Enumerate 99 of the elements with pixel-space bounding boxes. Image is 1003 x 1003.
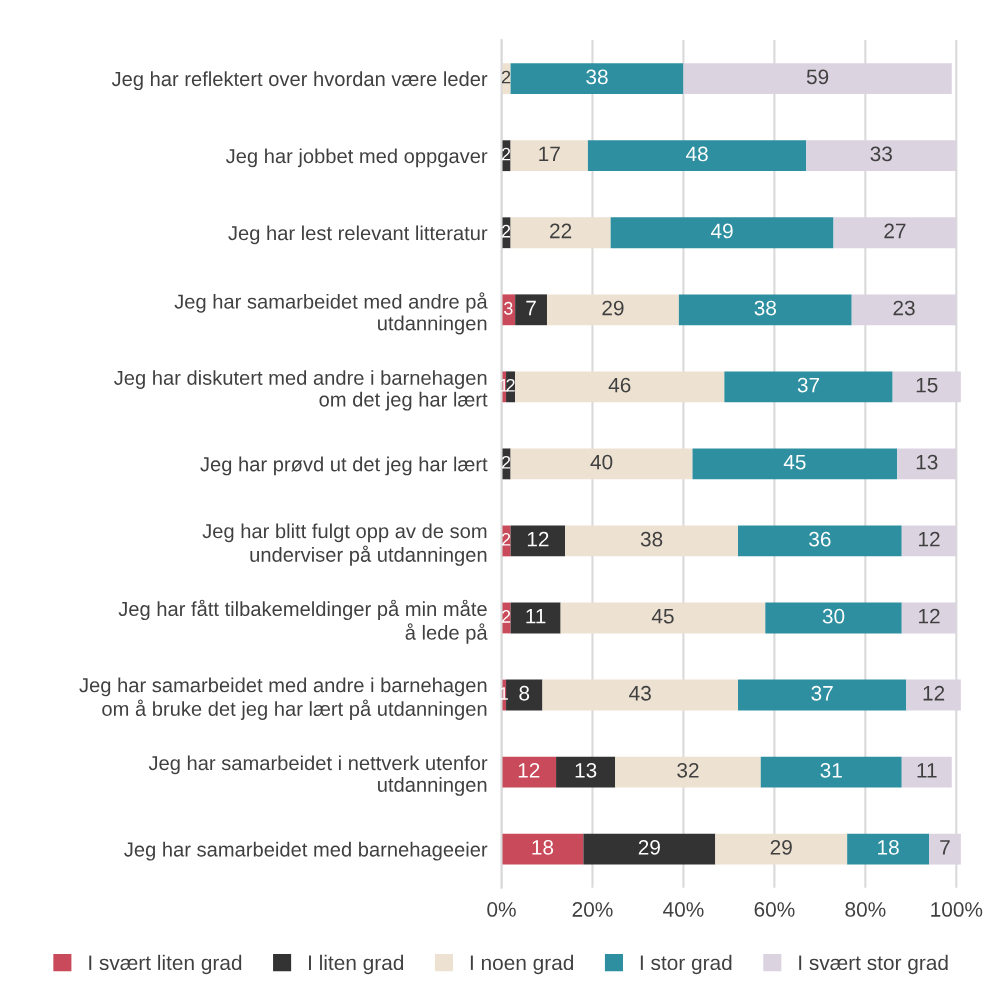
- x-tick-label: 40%: [663, 902, 704, 917]
- legend-label: I svært stor grad: [799, 954, 948, 975]
- bar: [610, 217, 834, 249]
- bar: [501, 833, 584, 865]
- data-label: 46: [608, 377, 631, 393]
- bar: [692, 448, 898, 480]
- data-label: 40: [590, 454, 613, 470]
- data-label: 29: [638, 839, 660, 855]
- bar: [715, 833, 848, 865]
- data-label: 22: [550, 223, 572, 239]
- x-tick-label: 80%: [845, 902, 886, 917]
- data-label: 2: [501, 533, 511, 546]
- data-label: 32: [677, 762, 699, 778]
- data-label: 37: [797, 377, 820, 393]
- data-label: 27: [884, 223, 906, 239]
- data-label: 12: [527, 531, 549, 547]
- bar: [583, 833, 716, 865]
- data-label: 7: [940, 840, 950, 855]
- data-label: 38: [640, 531, 663, 547]
- bar: [556, 756, 616, 788]
- data-label: 12: [919, 608, 940, 624]
- bar: [738, 679, 907, 711]
- data-label: 1: [500, 379, 508, 392]
- y-tick-label: Jeg har prøvd ut det jeg har lært: [200, 456, 488, 476]
- bar: [510, 63, 684, 95]
- data-label: 12: [919, 531, 940, 547]
- bar: [678, 294, 852, 326]
- data-label: 3: [503, 301, 513, 315]
- data-label: 2: [506, 378, 515, 392]
- data-label: 36: [809, 531, 831, 547]
- data-label: 23: [893, 300, 915, 316]
- bar: [615, 756, 761, 788]
- bar: [515, 294, 547, 326]
- data-label: 49: [710, 223, 733, 239]
- data-label: 2: [501, 610, 511, 623]
- data-label: 59: [806, 69, 829, 85]
- bar: [560, 602, 766, 634]
- bar: [510, 448, 693, 480]
- bar: [510, 140, 588, 172]
- x-tick-label: 0%: [487, 902, 516, 917]
- x-tick-label: 100%: [931, 902, 983, 917]
- data-label: 18: [878, 839, 899, 855]
- data-label: 43: [629, 685, 651, 701]
- data-label: 37: [811, 685, 833, 701]
- y-tick-label: Jeg har reflektert over hvordan være leder: [111, 71, 488, 91]
- legend-label: I svært liten grad: [89, 954, 242, 975]
- data-label: 7: [526, 300, 536, 316]
- data-label: 11: [917, 763, 937, 778]
- data-label: 30: [822, 608, 845, 624]
- bar: [510, 217, 611, 249]
- data-label: 33: [870, 146, 892, 162]
- data-label: 12: [923, 685, 945, 701]
- legend-label: I noen grad: [470, 954, 574, 975]
- data-label: 18: [532, 839, 554, 855]
- bar: [510, 525, 566, 557]
- bar: [724, 371, 893, 403]
- bar: [506, 679, 543, 711]
- bar: [901, 756, 952, 788]
- data-label: 15: [916, 377, 938, 393]
- legend-label: I stor grad: [640, 954, 732, 975]
- data-label: 8: [519, 685, 530, 701]
- data-label: 38: [586, 69, 608, 85]
- data-label: 13: [916, 454, 938, 470]
- data-label: 45: [651, 609, 674, 624]
- data-label: 1: [500, 687, 508, 700]
- data-label: 29: [770, 839, 792, 855]
- y-tick-label: Jeg har blitt fulgt opp av de som underviser på utdanningen: [202, 523, 487, 566]
- y-tick-label: Jeg har samarbeidet i nettverk utenfor utdanningen: [148, 755, 488, 796]
- y-tick-label: Jeg har samarbeidet med andre på utdanningen: [174, 292, 488, 335]
- data-label: 29: [602, 300, 624, 316]
- bar: [760, 756, 902, 788]
- bar: [510, 602, 561, 634]
- bar: [546, 294, 679, 326]
- data-label: 45: [783, 454, 806, 470]
- y-tick-label: Jeg har diskutert med andre i barnehagen om det jeg har lært: [114, 370, 488, 411]
- bar: [542, 679, 739, 711]
- y-tick-label: Jeg har fått tilbakemeldinger på min måte å lede på: [118, 599, 488, 644]
- y-tick-label: Jeg har samarbeidet med barnehageeier: [124, 841, 488, 861]
- bar: [565, 525, 739, 557]
- data-label: 17: [539, 146, 560, 162]
- y-tick-label: Jeg har samarbeidet med andre i barnehagen om å bruke det jeg har lært på utdanningen: [79, 677, 487, 720]
- data-label: 38: [754, 300, 776, 316]
- bar: [765, 602, 902, 634]
- bar: [738, 525, 902, 557]
- data-label: 13: [575, 762, 597, 778]
- x-tick-label: 60%: [754, 902, 795, 917]
- x-tick-label: 20%: [572, 902, 613, 917]
- data-label: 2: [501, 70, 511, 84]
- bar: [587, 140, 807, 172]
- bar: [847, 833, 930, 865]
- bar: [515, 371, 725, 403]
- data-label: 48: [685, 146, 708, 162]
- y-tick-label: Jeg har lest relevant litteratur: [228, 225, 488, 245]
- data-label: 11: [526, 609, 546, 624]
- data-label: 31: [820, 762, 842, 778]
- legend-label: I liten grad: [309, 954, 404, 975]
- data-label: 2: [501, 455, 511, 469]
- data-label: 12: [518, 762, 540, 778]
- y-tick-label: Jeg har jobbet med oppgaver: [225, 148, 488, 168]
